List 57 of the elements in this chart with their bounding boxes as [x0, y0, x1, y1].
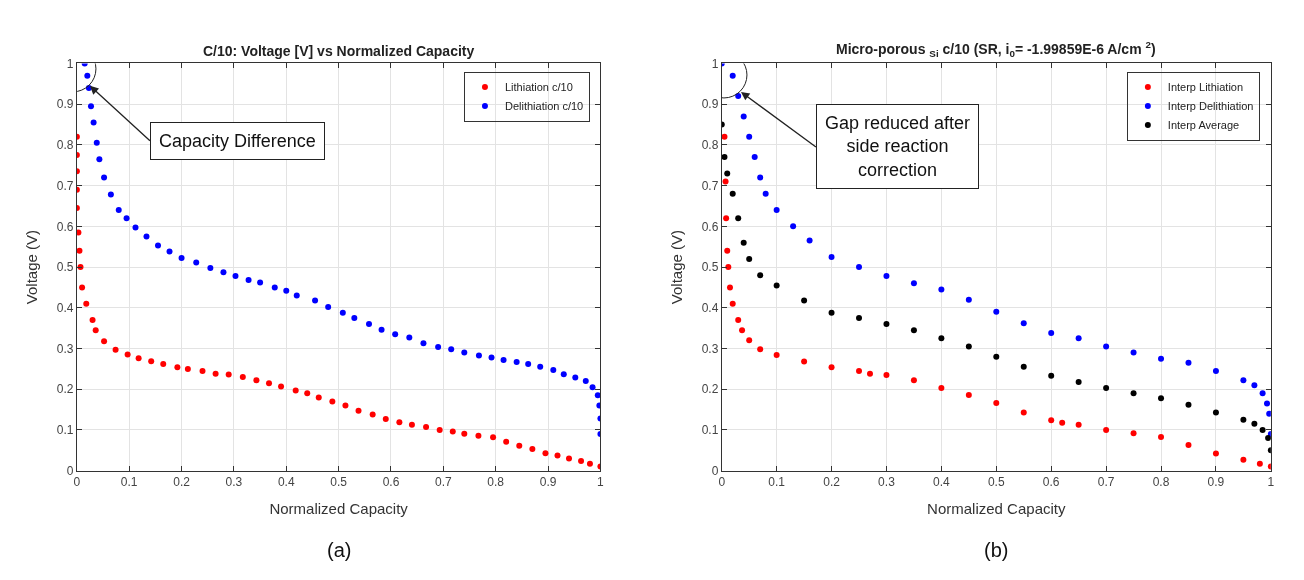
- text: (a): [327, 539, 352, 561]
- y-tick-label: 0.8: [56, 138, 74, 153]
- x-tick-label: 0.5: [330, 475, 348, 490]
- y-tick-label: 0.3: [701, 341, 719, 356]
- x-tick-label: 0.9: [539, 475, 557, 490]
- y-tick-label: 0.1: [701, 423, 719, 438]
- y-tick-label: 0.5: [701, 260, 719, 275]
- x-tick-label: 0.4: [933, 475, 951, 490]
- x-axis-title: Normalized Capacity: [269, 500, 409, 518]
- x-tick-label: 0.7: [1097, 475, 1115, 490]
- x-tick-label: 0.1: [768, 475, 786, 490]
- x-tick-label: 0.6: [1042, 475, 1060, 490]
- legend-label: Delithiation c/10: [504, 100, 584, 113]
- legend-label: Lithiation c/10: [504, 81, 573, 94]
- y-tick-label: 0.3: [56, 341, 74, 356]
- chart-title: Micro-porous $_{Si}$ c/10 (SR, i$_{0}$= -1.99859E-6 A/cm $^{2}$): [836, 39, 1156, 59]
- y-tick-label: 0.1: [56, 423, 74, 438]
- y-tick-label: 0: [711, 463, 719, 478]
- x-tick-label: 0.3: [225, 475, 243, 490]
- y-tick-label: 0.7: [56, 178, 74, 193]
- x-tick-label: 0.7: [435, 475, 453, 490]
- x-tick-label: 0.4: [277, 475, 295, 490]
- y-tick-label: 0.6: [701, 219, 719, 234]
- chart-title: C/10: Voltage [V] vs Normalized Capacity: [203, 43, 475, 59]
- y-tick-label: 0.4: [701, 300, 719, 315]
- x-tick-label: 1: [1267, 475, 1275, 490]
- y-tick-label: 0: [66, 463, 74, 478]
- y-tick-label: 0.7: [701, 178, 719, 193]
- y-tick-label: 1: [711, 56, 719, 71]
- y-tick-label: 0.9: [701, 97, 719, 112]
- y-tick-label: 0.2: [56, 382, 74, 397]
- x-tick-label: 0.3: [878, 475, 896, 490]
- y-axis-title: Voltage (V): [23, 229, 41, 305]
- annotation: Gap reduced after side reaction correction: [825, 113, 971, 180]
- x-tick-label: 0.8: [1152, 475, 1170, 490]
- y-axis-title: Voltage (V): [667, 229, 685, 305]
- x-tick-label: 0.2: [823, 475, 841, 490]
- y-tick-label: 0.8: [701, 138, 719, 153]
- legend-label: Interp Delithiation: [1167, 100, 1254, 113]
- y-tick-label: 0.2: [701, 382, 719, 397]
- x-axis-title: Normalized Capacity: [927, 500, 1066, 518]
- x-tick-label: 0.1: [120, 475, 138, 490]
- legend-label: Interp Average: [1167, 119, 1240, 132]
- x-tick-label: 0.6: [382, 475, 400, 490]
- text: (b): [984, 539, 1009, 561]
- y-tick-label: 0.6: [56, 219, 74, 234]
- annotation: Capacity Difference: [159, 131, 316, 151]
- y-tick-label: 0.4: [56, 300, 74, 315]
- x-tick-label: 0.5: [987, 475, 1005, 490]
- x-tick-label: 0.2: [173, 475, 191, 490]
- y-tick-label: 0.9: [56, 97, 74, 112]
- y-tick-label: 1: [66, 56, 74, 71]
- x-tick-label: 1: [597, 475, 605, 490]
- y-tick-label: 0.5: [56, 260, 74, 275]
- x-tick-label: 0.9: [1207, 475, 1225, 490]
- legend-label: Interp Lithiation: [1167, 81, 1244, 94]
- x-tick-label: 0.8: [487, 475, 505, 490]
